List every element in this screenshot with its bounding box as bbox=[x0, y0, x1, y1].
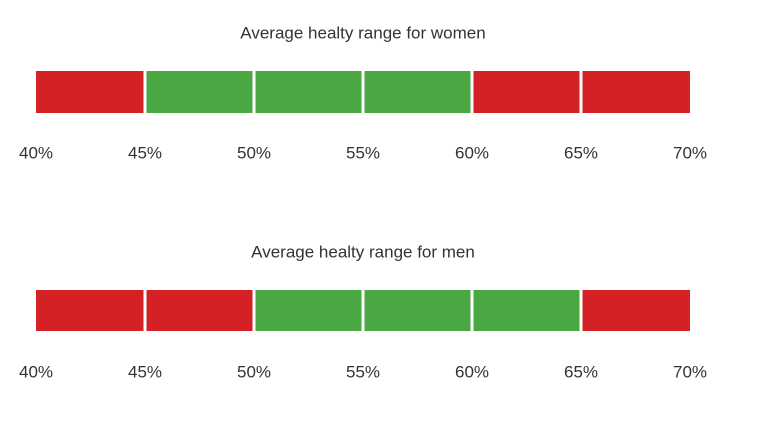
range-chart-1: Average healty range for women 40% 45% 50% 5… bbox=[19, 23, 707, 162]
range-segment-unhealthy bbox=[36, 71, 144, 113]
tick-label: 45% bbox=[128, 143, 162, 162]
tick-label: 45% bbox=[128, 362, 162, 381]
range-segment-healthy bbox=[255, 290, 362, 331]
tick-label: 65% bbox=[564, 362, 598, 381]
range-segment-healthy bbox=[473, 290, 580, 331]
tick-label: 55% bbox=[346, 362, 380, 381]
range-segment-healthy bbox=[146, 71, 253, 113]
range-segment-unhealthy bbox=[36, 290, 144, 331]
chart-title: Average healty range for men bbox=[251, 242, 475, 261]
tick-label: 50% bbox=[237, 143, 271, 162]
range-chart-2: Average healty range for men 40% 45% 50% 55%… bbox=[19, 242, 707, 381]
range-segment-unhealthy bbox=[146, 290, 253, 331]
range-segment-unhealthy bbox=[582, 71, 690, 113]
tick-label: 60% bbox=[455, 362, 489, 381]
range-segment-unhealthy bbox=[473, 71, 580, 113]
tick-label: 60% bbox=[455, 143, 489, 162]
range-segment-healthy bbox=[364, 290, 471, 331]
tick-label: 70% bbox=[673, 362, 707, 381]
tick-label: 65% bbox=[564, 143, 598, 162]
tick-label: 55% bbox=[346, 143, 380, 162]
tick-label: 50% bbox=[237, 362, 271, 381]
range-segment-healthy bbox=[255, 71, 362, 113]
tick-label: 40% bbox=[19, 362, 53, 381]
chart-title: Average healty range for women bbox=[240, 23, 485, 42]
range-segment-unhealthy bbox=[582, 290, 690, 331]
range-segment-healthy bbox=[364, 71, 471, 113]
tick-label: 40% bbox=[19, 143, 53, 162]
tick-label: 70% bbox=[673, 143, 707, 162]
